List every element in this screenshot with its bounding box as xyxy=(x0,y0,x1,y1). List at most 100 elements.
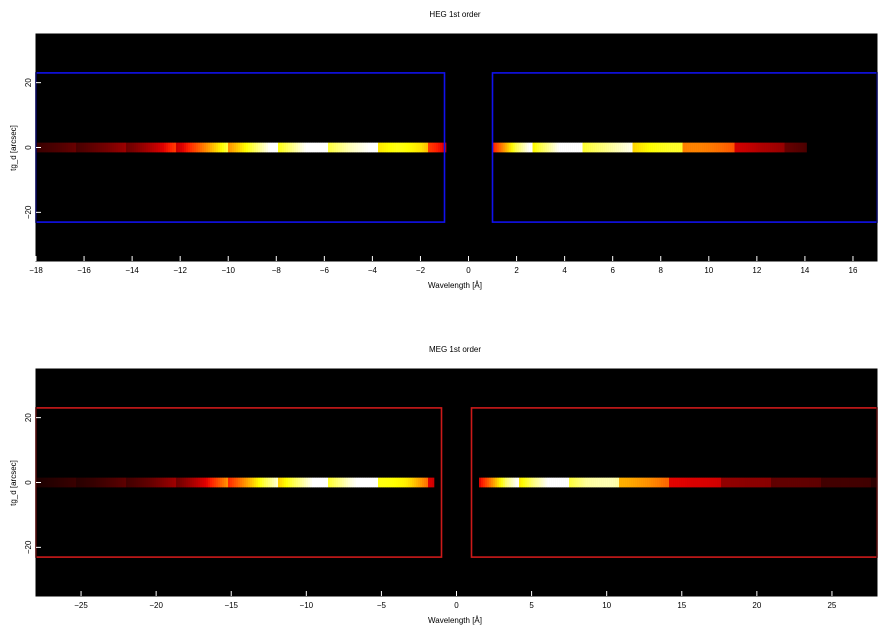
heg-stripe-pixel xyxy=(358,142,361,153)
meg-stripe-pixel xyxy=(48,477,51,488)
heg-stripe-pixel xyxy=(802,142,805,153)
heg-stripe-pixel xyxy=(126,142,129,153)
heg-stripe-pixel xyxy=(230,142,233,153)
meg-stripe-pixel xyxy=(811,477,814,488)
heg-stripe-pixel xyxy=(322,142,325,153)
heg-stripe-pixel xyxy=(76,142,79,153)
heg-stripe-pixel xyxy=(82,142,85,153)
heg-stripe-pixel xyxy=(686,142,689,153)
heg-stripe-pixel xyxy=(340,142,343,153)
meg-stripe-pixel xyxy=(773,477,776,488)
heg-stripe-pixel xyxy=(280,142,283,153)
heg-stripe-pixel xyxy=(778,142,781,153)
heg-stripe-pixel xyxy=(412,142,415,153)
meg-stripe-pixel xyxy=(509,477,512,488)
meg-stripe-pixel xyxy=(651,477,654,488)
meg-stripe-pixel xyxy=(809,477,812,488)
heg-stripe-pixel xyxy=(252,142,255,153)
meg-stripe-pixel xyxy=(212,477,215,488)
heg-stripe-pixel xyxy=(640,142,643,153)
heg-stripe-pixel xyxy=(128,142,131,153)
meg-stripe-pixel xyxy=(308,477,311,488)
meg-stripe-pixel xyxy=(248,477,251,488)
heg-stripe-pixel xyxy=(702,142,705,153)
heg-stripe-pixel xyxy=(416,142,419,153)
meg-stripe-pixel xyxy=(394,477,397,488)
meg-stripe-pixel xyxy=(489,477,492,488)
heg-stripe-pixel xyxy=(136,142,139,153)
meg-stripe-pixel xyxy=(314,477,317,488)
meg-stripe-pixel xyxy=(727,477,730,488)
heg-stripe-pixel xyxy=(142,142,145,153)
heg-stripe-pixel xyxy=(394,142,397,153)
heg-stripe-pixel xyxy=(556,142,559,153)
meg-stripe-pixel xyxy=(234,477,237,488)
meg-stripe-pixel xyxy=(262,477,265,488)
heg-stripe-pixel xyxy=(138,142,141,153)
meg-stripe-pixel xyxy=(316,477,319,488)
meg-stripe-pixel xyxy=(246,477,249,488)
meg-stripe-pixel xyxy=(62,477,65,488)
heg-stripe-pixel xyxy=(600,142,603,153)
heg-stripe-pixel xyxy=(710,142,713,153)
heg-stripe-pixel xyxy=(672,142,675,153)
heg-stripe-pixel xyxy=(660,142,663,153)
heg-stripe-pixel xyxy=(696,142,699,153)
heg-stripe-pixel xyxy=(240,142,243,153)
meg-stripe-pixel xyxy=(595,477,598,488)
meg-stripe-pixel xyxy=(104,477,107,488)
meg-stripe-pixel xyxy=(382,477,385,488)
heg-xlabel: Wavelength [Å] xyxy=(428,281,482,290)
meg-stripe-pixel xyxy=(406,477,409,488)
meg-stripe-pixel xyxy=(428,477,431,488)
meg-stripe-pixel xyxy=(831,477,834,488)
meg-stripe-pixel xyxy=(274,477,277,488)
meg-stripe-pixel xyxy=(402,477,405,488)
meg-stripe-pixel xyxy=(747,477,750,488)
meg-stripe-pixel xyxy=(635,477,638,488)
meg-stripe-pixel xyxy=(787,477,790,488)
heg-stripe-pixel xyxy=(564,142,567,153)
heg-stripe-pixel xyxy=(274,142,277,153)
heg-stripe-pixel xyxy=(382,142,385,153)
heg-x-tick-label: 8 xyxy=(659,266,664,275)
meg-stripe-pixel xyxy=(66,477,69,488)
heg-stripe-pixel xyxy=(172,142,175,153)
heg-stripe-pixel xyxy=(278,142,281,153)
meg-stripe-pixel xyxy=(238,477,241,488)
heg-stripe-pixel xyxy=(192,142,195,153)
meg-stripe-pixel xyxy=(777,477,780,488)
heg-stripe-pixel xyxy=(74,142,77,153)
heg-x-tick-label: −8 xyxy=(272,266,282,275)
meg-stripe-pixel xyxy=(412,477,415,488)
meg-stripe-pixel xyxy=(637,477,640,488)
meg-stripe-pixel xyxy=(174,477,177,488)
meg-stripe-pixel xyxy=(781,477,784,488)
heg-stripe-pixel xyxy=(46,142,49,153)
meg-stripe-pixel xyxy=(837,477,840,488)
meg-stripe-pixel xyxy=(625,477,628,488)
heg-stripe-pixel xyxy=(206,142,209,153)
meg-stripe-pixel xyxy=(202,477,205,488)
heg-stripe-pixel xyxy=(78,142,81,153)
heg-stripe-pixel xyxy=(666,142,669,153)
heg-stripe-pixel xyxy=(768,142,771,153)
meg-stripe-pixel xyxy=(835,477,838,488)
meg-stripe-pixel xyxy=(46,477,49,488)
meg-stripe-pixel xyxy=(152,477,155,488)
meg-stripe-pixel xyxy=(128,477,131,488)
heg-stripe-pixel xyxy=(628,142,631,153)
meg-x-tick-label: −20 xyxy=(149,601,163,610)
meg-stripe-pixel xyxy=(284,477,287,488)
heg-stripe-pixel xyxy=(346,142,349,153)
meg-stripe-pixel xyxy=(186,477,189,488)
heg-stripe-pixel xyxy=(574,142,577,153)
heg-stripe-pixel xyxy=(190,142,193,153)
meg-stripe-pixel xyxy=(759,477,762,488)
heg-stripe-pixel xyxy=(704,142,707,153)
heg-stripe-pixel xyxy=(594,142,597,153)
heg-stripe-pixel xyxy=(58,142,61,153)
heg-stripe-pixel xyxy=(780,142,783,153)
heg-stripe-pixel xyxy=(168,142,171,153)
heg-stripe-pixel xyxy=(154,142,157,153)
